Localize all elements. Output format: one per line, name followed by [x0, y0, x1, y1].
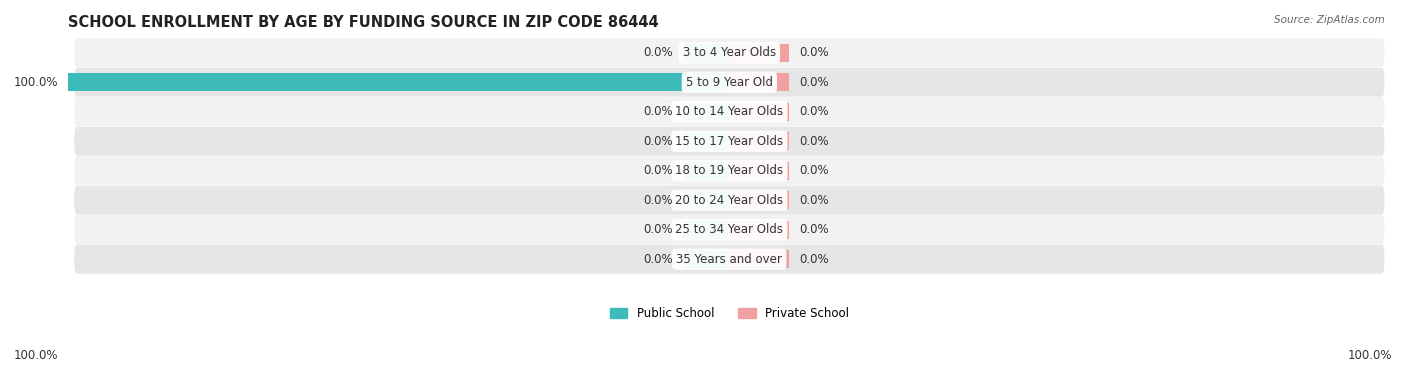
Text: 0.0%: 0.0%	[799, 105, 828, 118]
Text: 0.0%: 0.0%	[799, 223, 828, 236]
Bar	[730, 221, 789, 239]
Bar	[730, 250, 789, 268]
Text: 0.0%: 0.0%	[799, 135, 828, 148]
Text: 20 to 24 Year Olds: 20 to 24 Year Olds	[675, 194, 783, 207]
FancyBboxPatch shape	[75, 38, 1385, 67]
Bar	[683, 250, 730, 268]
Bar	[730, 162, 789, 180]
Text: 0.0%: 0.0%	[644, 253, 673, 266]
Text: 100.0%: 100.0%	[13, 76, 58, 89]
FancyBboxPatch shape	[75, 127, 1385, 156]
Text: 100.0%: 100.0%	[1347, 349, 1392, 362]
Bar	[683, 221, 730, 239]
Bar	[730, 191, 789, 209]
Bar	[67, 73, 730, 92]
Text: SCHOOL ENROLLMENT BY AGE BY FUNDING SOURCE IN ZIP CODE 86444: SCHOOL ENROLLMENT BY AGE BY FUNDING SOUR…	[67, 15, 658, 30]
Text: 15 to 17 Year Olds: 15 to 17 Year Olds	[675, 135, 783, 148]
Text: 5 to 9 Year Old: 5 to 9 Year Old	[686, 76, 773, 89]
Text: Source: ZipAtlas.com: Source: ZipAtlas.com	[1274, 15, 1385, 25]
Text: 0.0%: 0.0%	[644, 164, 673, 177]
Text: 0.0%: 0.0%	[799, 46, 828, 59]
Legend: Public School, Private School: Public School, Private School	[610, 307, 849, 320]
Text: 0.0%: 0.0%	[644, 105, 673, 118]
FancyBboxPatch shape	[75, 156, 1385, 185]
Bar	[730, 44, 789, 62]
Bar	[683, 191, 730, 209]
FancyBboxPatch shape	[75, 68, 1385, 97]
Text: 35 Years and over: 35 Years and over	[676, 253, 782, 266]
Bar	[730, 132, 789, 150]
Text: 0.0%: 0.0%	[644, 223, 673, 236]
Bar	[683, 162, 730, 180]
FancyBboxPatch shape	[75, 215, 1385, 244]
Text: 10 to 14 Year Olds: 10 to 14 Year Olds	[675, 105, 783, 118]
Bar	[683, 44, 730, 62]
FancyBboxPatch shape	[75, 97, 1385, 126]
Text: 100.0%: 100.0%	[14, 349, 59, 362]
FancyBboxPatch shape	[75, 186, 1385, 215]
Text: 0.0%: 0.0%	[799, 194, 828, 207]
Bar	[730, 73, 789, 92]
FancyBboxPatch shape	[75, 245, 1385, 274]
Text: 0.0%: 0.0%	[644, 46, 673, 59]
Bar	[683, 103, 730, 121]
Text: 0.0%: 0.0%	[799, 164, 828, 177]
Text: 0.0%: 0.0%	[644, 135, 673, 148]
Text: 0.0%: 0.0%	[644, 194, 673, 207]
Text: 3 to 4 Year Olds: 3 to 4 Year Olds	[683, 46, 776, 59]
Bar	[683, 132, 730, 150]
Bar	[683, 73, 730, 92]
Text: 0.0%: 0.0%	[799, 76, 828, 89]
Text: 25 to 34 Year Olds: 25 to 34 Year Olds	[675, 223, 783, 236]
Text: 0.0%: 0.0%	[799, 253, 828, 266]
Text: 18 to 19 Year Olds: 18 to 19 Year Olds	[675, 164, 783, 177]
Bar	[730, 103, 789, 121]
